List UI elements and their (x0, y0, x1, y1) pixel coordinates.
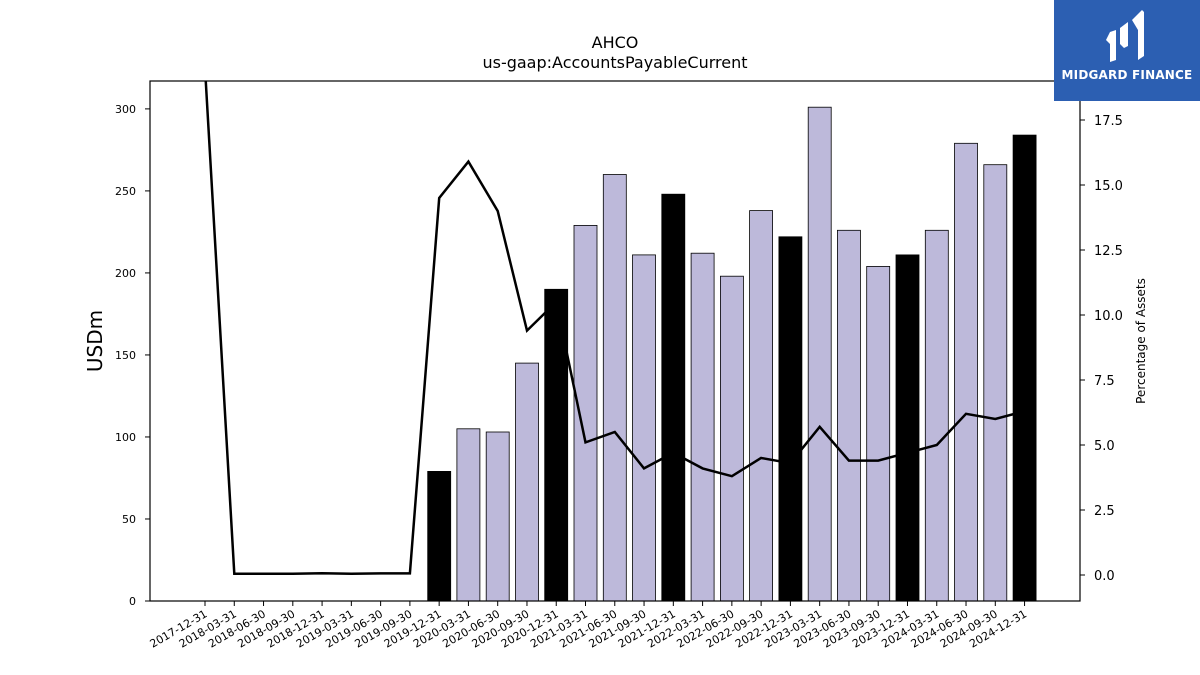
y2-tick-label-15.0: 15.0 (1094, 179, 1123, 194)
y-tick-label-50: 50 (122, 513, 136, 526)
bar-2024-09-30 (983, 164, 1008, 602)
y2-tick-label-17.5: 17.5 (1094, 114, 1123, 129)
y2-tick-label-7.5: 7.5 (1094, 374, 1115, 389)
bar-2019-12-31 (427, 470, 452, 602)
bar-2021-03-31 (573, 224, 598, 602)
bar-2021-12-31 (661, 193, 686, 602)
chart-subtitle: us-gaap:AccountsPayableCurrent (482, 53, 747, 72)
y-tick-label-150: 150 (115, 349, 136, 362)
y2-tick-label-12.5: 12.5 (1094, 244, 1123, 259)
y2-axis-label: Percentage of Assets (1134, 278, 1148, 404)
y-tick-label-0: 0 (129, 595, 136, 608)
bar-2023-03-31 (807, 106, 832, 602)
logo: MIDGARD FINANCE (1054, 0, 1200, 101)
y2-tick-label-2.5: 2.5 (1094, 504, 1115, 519)
bar-2021-06-30 (602, 174, 627, 602)
bar-2023-06-30 (837, 229, 861, 602)
bar-2020-06-30 (485, 431, 510, 602)
bar-2022-12-31 (778, 236, 803, 602)
bar-2022-09-30 (749, 210, 773, 602)
bar-2024-06-30 (954, 142, 978, 602)
bar-2024-12-31 (1012, 134, 1037, 602)
bar-2022-06-30 (720, 275, 744, 602)
logo-mark-icon (1106, 10, 1144, 62)
logo-text: MIDGARD FINANCE (1061, 68, 1193, 82)
bar-2020-09-30 (515, 362, 539, 602)
y-tick-label-200: 200 (115, 267, 136, 280)
bar-2024-03-31 (924, 229, 949, 602)
bar-2020-03-31 (456, 428, 481, 602)
y-tick-label-100: 100 (115, 431, 136, 444)
y2-tick-label-0.0: 0.0 (1094, 569, 1115, 584)
bar-2023-12-31 (895, 254, 920, 602)
y-tick-label-300: 300 (115, 103, 136, 116)
y2-tick-label-10.0: 10.0 (1094, 309, 1123, 324)
chart-title: AHCO (592, 33, 639, 52)
y-tick-label-250: 250 (115, 185, 136, 198)
y-axis-label: USDm (83, 310, 107, 372)
bar-2023-09-30 (866, 265, 891, 602)
percentage-line (204, 81, 1025, 575)
bar-2022-03-31 (690, 252, 715, 602)
bar-2021-09-30 (632, 254, 656, 602)
y2-tick-label-5.0: 5.0 (1094, 439, 1115, 454)
